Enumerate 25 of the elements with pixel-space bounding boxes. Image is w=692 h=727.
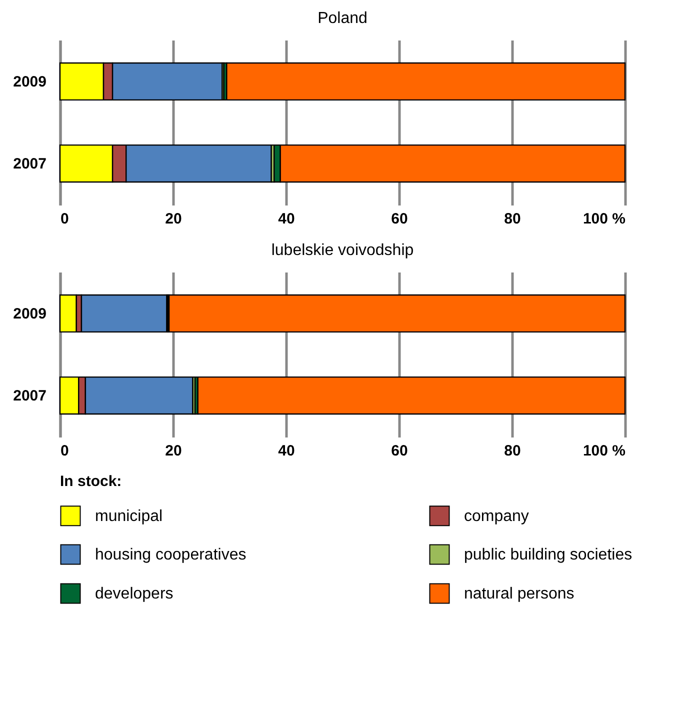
x-tick-label: 40 xyxy=(278,442,295,460)
legend-label: developers xyxy=(95,586,174,602)
x-tick-label: 0 xyxy=(60,442,69,460)
chart-title: lubelskie voivodship xyxy=(271,242,414,259)
y-tick-label: 2007 xyxy=(13,156,46,173)
legend-label: public building societies xyxy=(464,546,632,564)
x-tick-label: 80 xyxy=(504,442,521,460)
x-tick-label: 60 xyxy=(391,210,408,228)
y-tick-label: 2007 xyxy=(13,388,46,405)
x-tick-label: 20 xyxy=(165,210,182,228)
legend-label: natural persons xyxy=(464,586,574,602)
x-tick-label: 100 % xyxy=(582,210,626,228)
legend-title: In stock: xyxy=(60,473,122,490)
chart-title: Poland xyxy=(318,10,368,27)
x-tick-label: 100 % xyxy=(582,442,626,460)
y-tick-label: 2009 xyxy=(13,305,46,322)
x-tick-label: 60 xyxy=(391,442,408,460)
x-tick-label: 20 xyxy=(165,442,182,460)
legend-label: municipal xyxy=(95,508,163,525)
x-tick-label: 0 xyxy=(60,210,69,228)
legend-label: company xyxy=(464,508,529,525)
x-tick-label: 80 xyxy=(504,210,521,228)
y-tick-label: 2009 xyxy=(13,73,46,90)
legend-label: housing cooperatives xyxy=(95,546,246,564)
x-tick-label: 40 xyxy=(278,210,295,228)
